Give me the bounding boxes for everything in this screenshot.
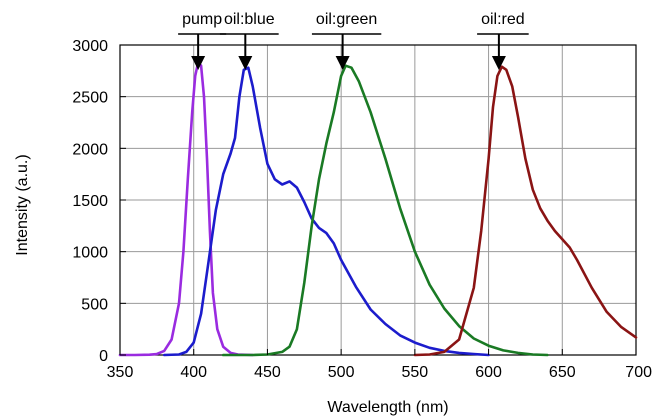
y-tick-label: 1000 [72,245,108,262]
x-axis-label: Wavelength (nm) [327,399,448,416]
annotation-label: pump [182,11,222,28]
y-tick-label: 2000 [72,141,108,158]
x-tick-label: 600 [475,364,502,381]
annotation-label: oil:green [316,11,377,28]
y-axis-label: Intensity (a.u.) [14,154,31,255]
series-line-oil-red [413,65,638,357]
series-line-oil-green [221,64,549,357]
annotation-oil-blue: oil:blue [219,11,279,70]
y-tick-label: 3000 [72,38,108,55]
annotation-arrow-head [238,56,253,70]
annotation-label: oil:red [481,11,525,28]
x-tick-label: 650 [549,364,576,381]
series-layer [118,61,638,357]
x-tick-label: 500 [328,364,355,381]
y-axis-ticks: 0 500 1000 1500 2000 2500 3000 [72,38,126,365]
annotation-arrow-head [491,56,506,70]
y-tick-label: 0 [99,348,108,365]
annotation-oil-green: oil:green [311,11,382,70]
y-tick-label: 2500 [72,90,108,107]
x-tick-label: 550 [402,364,429,381]
series-line-pump [118,61,254,357]
grid [120,45,636,355]
x-tick-label: 400 [180,364,207,381]
x-tick-label: 350 [107,364,134,381]
annotation-arrow-head [191,56,206,70]
annotation-arrow-head [335,56,350,70]
x-tick-label: 450 [254,364,281,381]
series-line-oil-blue [162,66,490,357]
y-tick-label: 500 [81,296,108,313]
x-tick-label: 700 [625,364,652,381]
y-tick-label: 1500 [72,193,108,210]
annotation-oil-red: oil:red [477,11,529,70]
annotation-label: oil:blue [224,11,275,28]
peak-annotations: pump oil:blue oil:green oil:red [178,11,529,70]
annotation-pump: pump [178,11,227,70]
x-axis-ticks: 350 400 450 500 550 600 650 700 [107,349,652,381]
